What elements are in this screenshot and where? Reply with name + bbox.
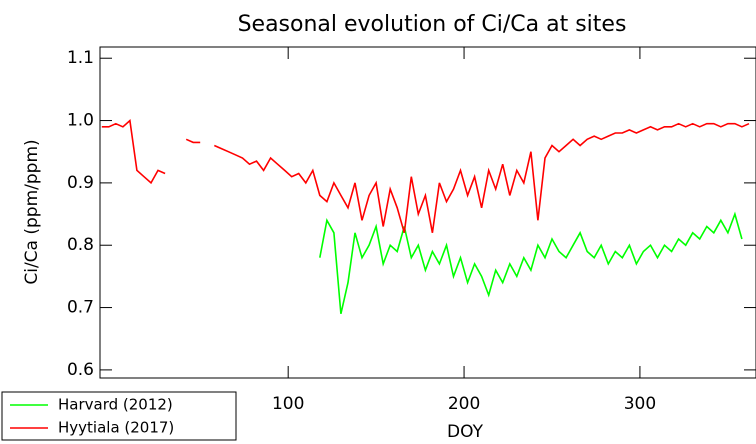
x-axis-label: DOY — [447, 422, 484, 442]
x-tick-label: 100 — [272, 394, 304, 414]
series-line — [101, 119, 750, 234]
y-tick-label: 0.8 — [67, 235, 94, 255]
y-tick-label: 0.7 — [67, 298, 94, 318]
y-axis-label: Ci/Ca (ppm/ppm) — [22, 139, 42, 284]
y-tick-label: 0.9 — [67, 173, 94, 193]
legend-label: Harvard (2012) — [58, 396, 173, 414]
series-line — [319, 211, 743, 314]
x-tick-label: 300 — [624, 394, 656, 414]
legend-label: Hyytiala (2017) — [58, 419, 174, 437]
y-tick-label: 1.0 — [67, 111, 94, 131]
chart-title: Seasonal evolution of Ci/Ca at sites — [238, 12, 627, 37]
x-tick-label: 200 — [448, 394, 480, 414]
y-tick-label: 0.6 — [67, 360, 94, 380]
plot-frame — [99, 46, 756, 379]
legend-box — [1, 391, 237, 441]
y-tick-label: 1.1 — [67, 48, 94, 68]
